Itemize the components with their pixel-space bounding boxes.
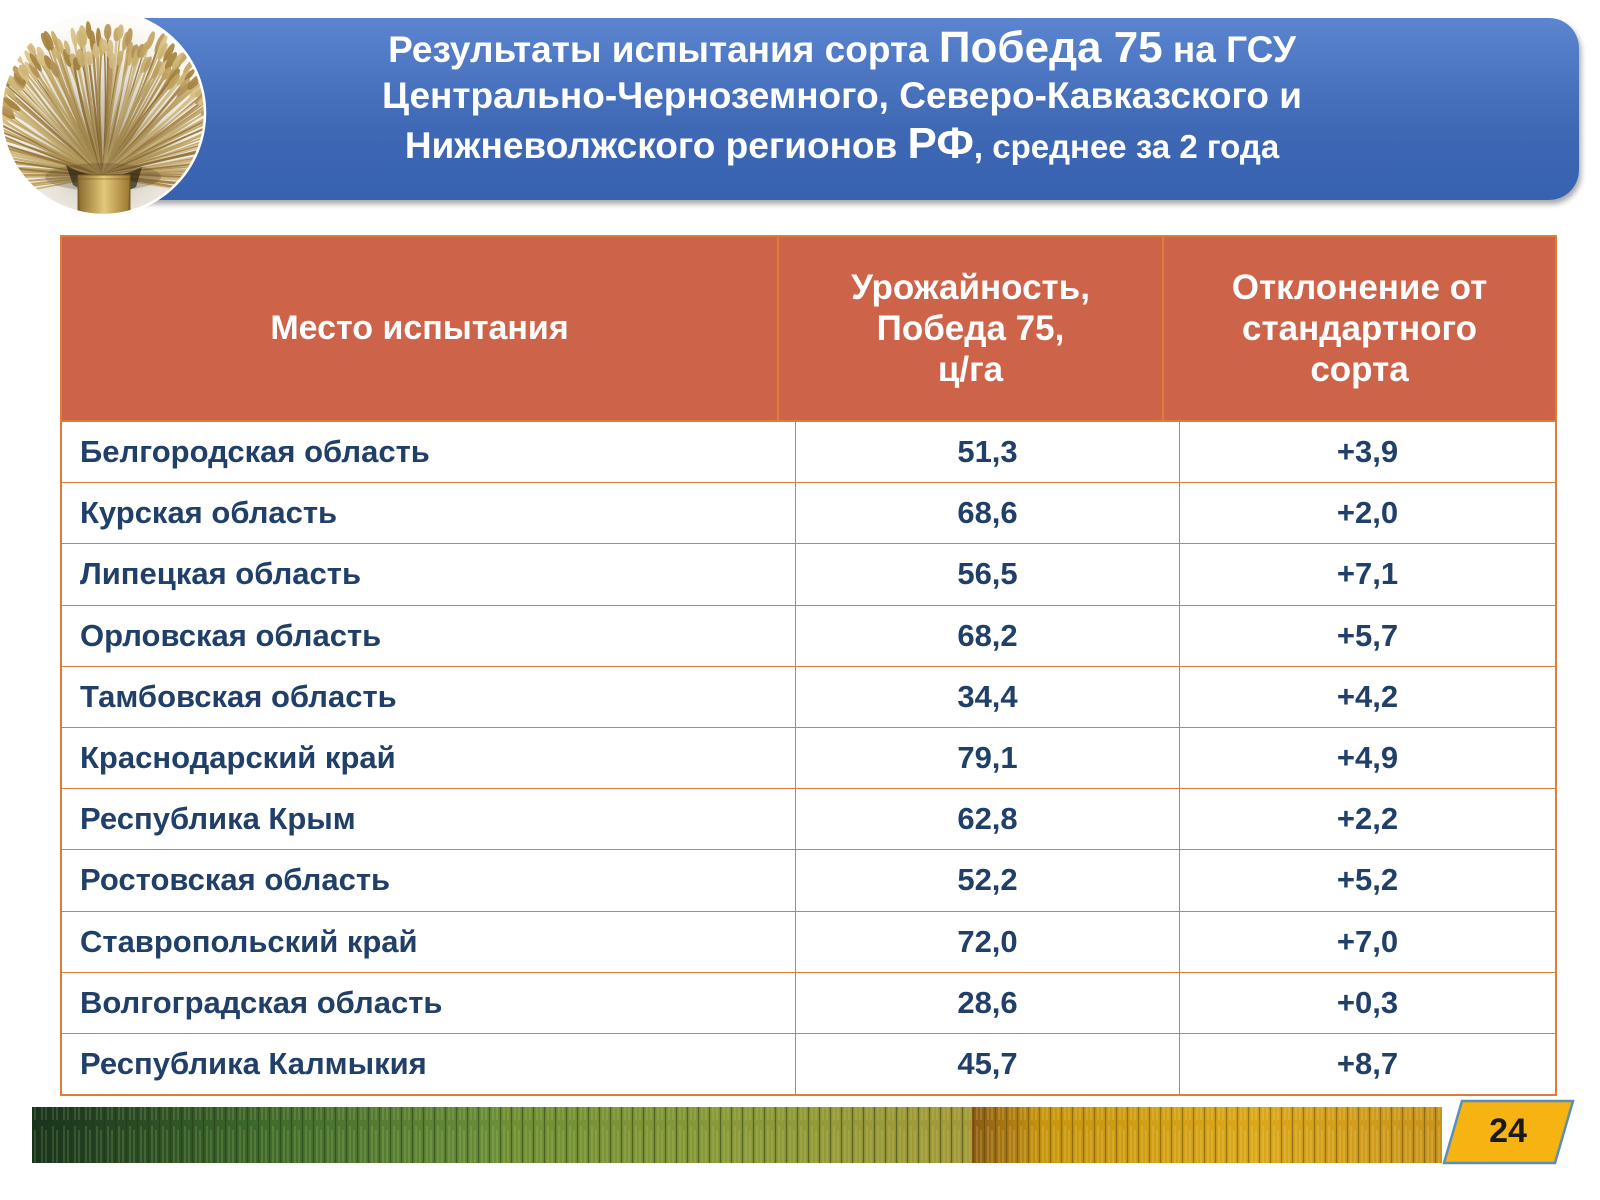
- svg-text:24: 24: [1489, 1112, 1527, 1150]
